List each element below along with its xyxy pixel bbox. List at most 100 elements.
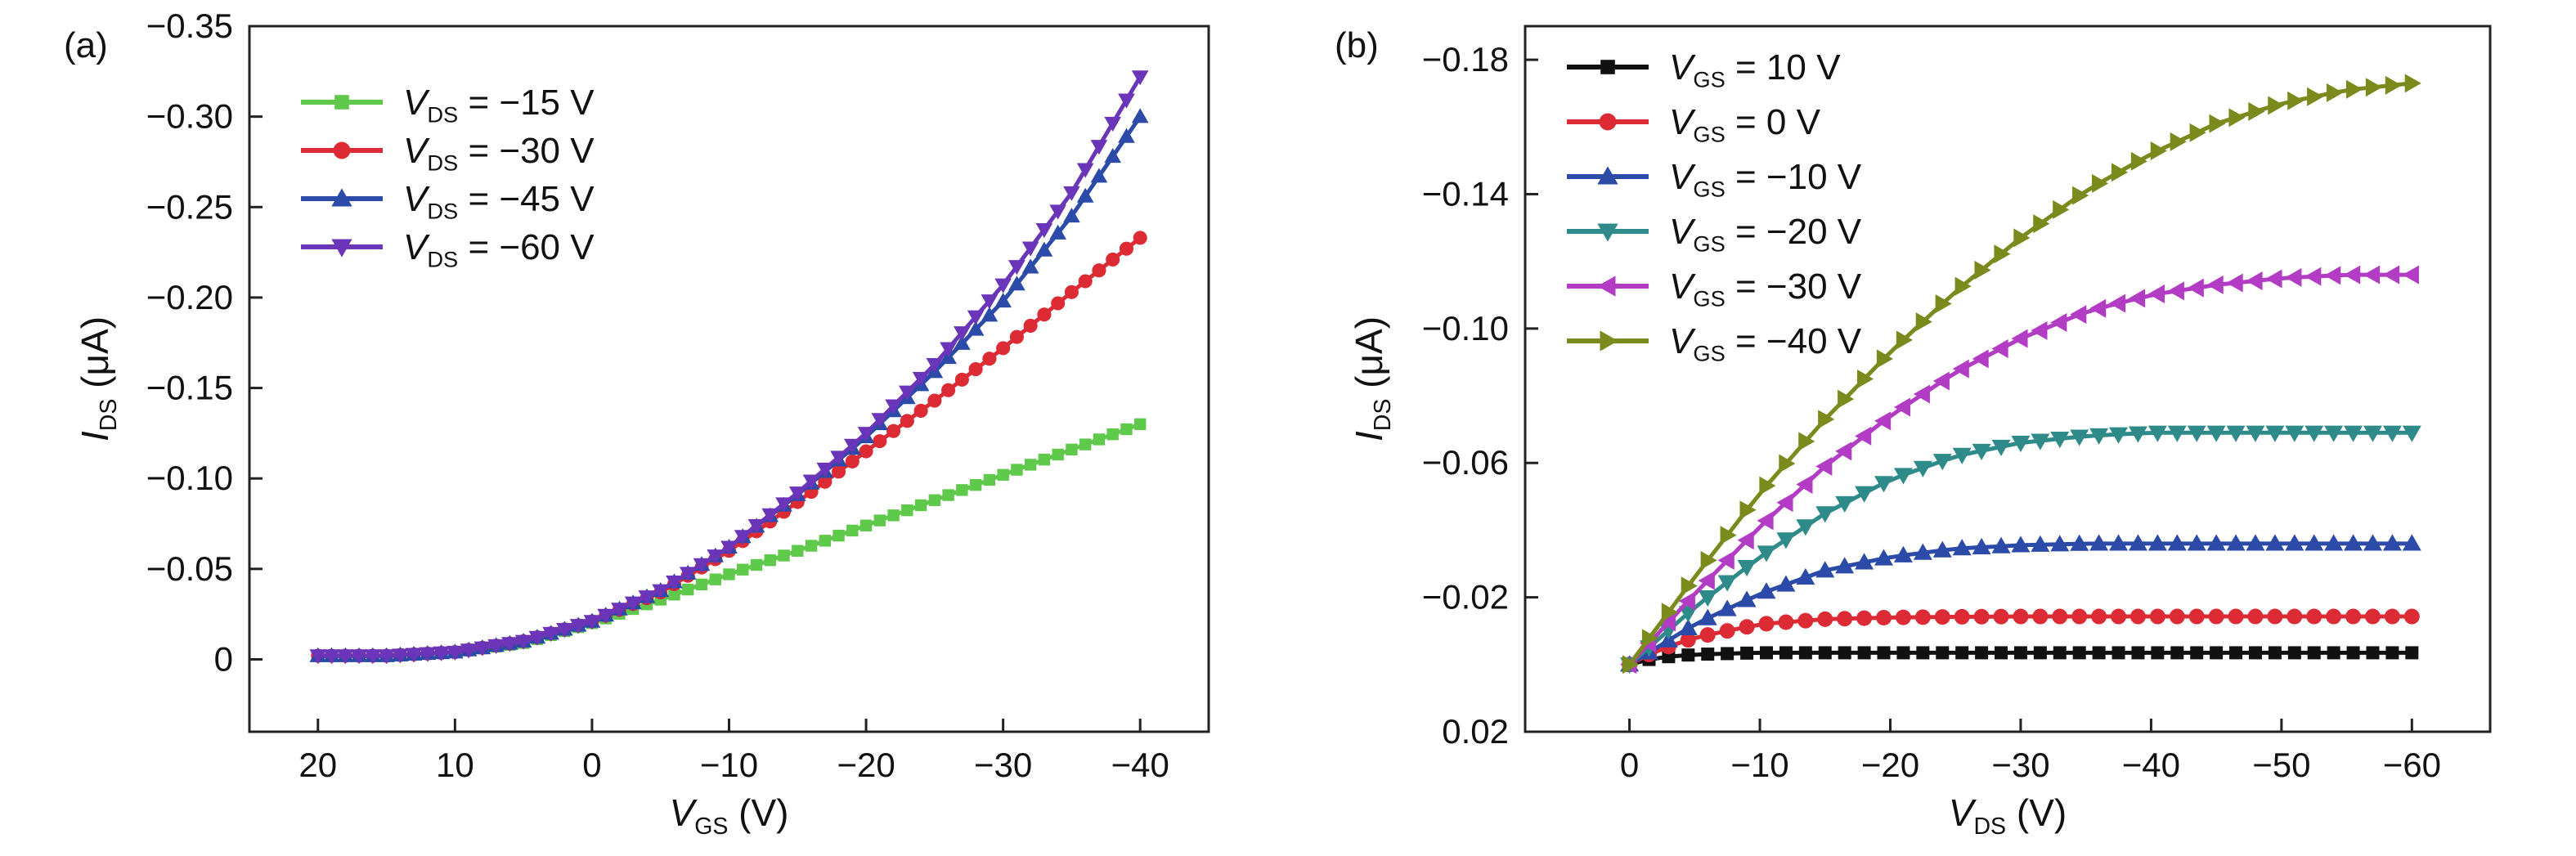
data-point bbox=[2229, 646, 2243, 660]
data-point bbox=[638, 590, 656, 606]
data-point bbox=[1009, 329, 1024, 344]
data-point bbox=[926, 358, 944, 374]
data-point bbox=[1896, 646, 1910, 660]
data-point bbox=[1994, 244, 2011, 264]
data-point bbox=[2092, 646, 2106, 660]
x-tick-label: 10 bbox=[436, 746, 474, 784]
data-point bbox=[1076, 163, 1094, 178]
data-point bbox=[764, 554, 776, 567]
data-point bbox=[832, 464, 846, 479]
series-3 bbox=[1620, 534, 2421, 672]
data-point bbox=[378, 649, 395, 665]
data-point bbox=[2385, 75, 2402, 95]
data-point bbox=[1779, 454, 1796, 473]
data-point bbox=[2128, 426, 2147, 443]
chart-panel-b: 0 −10 −20 −30 −40 −50 −60 0.02 −0.02 −0.06 −0.10 −0… bbox=[1335, 25, 2492, 840]
data-point bbox=[624, 596, 642, 612]
legend-marker bbox=[1600, 60, 1615, 74]
data-point bbox=[792, 545, 804, 557]
data-point bbox=[2071, 608, 2088, 625]
data-point bbox=[1972, 349, 1989, 369]
data-point bbox=[898, 385, 916, 401]
data-point bbox=[2267, 608, 2283, 625]
data-point bbox=[1796, 519, 1815, 536]
data-point bbox=[846, 524, 859, 537]
data-point bbox=[2053, 199, 2070, 219]
data-point bbox=[364, 649, 382, 665]
data-point bbox=[2011, 536, 2031, 553]
data-point bbox=[528, 630, 546, 646]
data-point bbox=[940, 342, 957, 357]
y-tick-label: −0.20 bbox=[146, 278, 233, 316]
data-point bbox=[2363, 425, 2382, 442]
data-point bbox=[994, 292, 1012, 308]
data-point bbox=[885, 399, 902, 415]
data-point bbox=[2187, 534, 2206, 551]
x-axis-label: VGS (V) bbox=[670, 791, 789, 840]
data-point bbox=[734, 530, 752, 545]
data-point bbox=[2089, 298, 2107, 318]
data-point bbox=[1076, 187, 1094, 203]
data-point bbox=[1739, 619, 1755, 635]
data-point bbox=[1779, 646, 1793, 660]
data-point bbox=[2147, 534, 2167, 551]
data-point bbox=[982, 352, 997, 366]
data-point bbox=[1856, 370, 1874, 388]
data-point bbox=[2190, 646, 2204, 660]
y-tick-label: −0.25 bbox=[146, 187, 233, 226]
x-tick-label: −30 bbox=[1991, 746, 2049, 784]
data-point bbox=[1932, 454, 1952, 471]
data-point bbox=[775, 497, 792, 513]
data-point bbox=[2070, 534, 2089, 551]
x-tick-label: −20 bbox=[837, 746, 895, 784]
data-point bbox=[2187, 425, 2206, 442]
legend-label: VDS = −45 V bbox=[403, 179, 595, 224]
data-point bbox=[1913, 460, 1932, 477]
data-point bbox=[1681, 576, 1698, 596]
data-point bbox=[2011, 435, 2031, 453]
panel-label: (b) bbox=[1335, 25, 1379, 65]
plot-frame bbox=[248, 25, 1210, 733]
data-point bbox=[1118, 128, 1135, 143]
data-point bbox=[2345, 79, 2363, 99]
data-point bbox=[1063, 207, 1080, 223]
data-point bbox=[805, 540, 818, 552]
data-point bbox=[1035, 222, 1053, 239]
data-point bbox=[2109, 427, 2129, 444]
data-point bbox=[1952, 359, 1969, 379]
data-point bbox=[2402, 425, 2421, 442]
data-point bbox=[914, 499, 927, 512]
series-line bbox=[317, 235, 1142, 658]
legend-marker bbox=[333, 141, 351, 159]
data-point bbox=[2151, 646, 2165, 660]
data-point bbox=[419, 647, 437, 662]
data-point bbox=[1815, 561, 1835, 578]
data-point bbox=[761, 508, 779, 523]
data-point bbox=[2130, 151, 2147, 171]
data-point bbox=[1720, 526, 1737, 545]
data-point bbox=[2167, 425, 2187, 442]
y-tick-label: −0.15 bbox=[146, 369, 233, 407]
legend-label: VGS = −30 V bbox=[1669, 267, 1862, 311]
data-point bbox=[2147, 425, 2167, 442]
data-point bbox=[2285, 267, 2302, 287]
data-point bbox=[1093, 433, 1106, 446]
data-point bbox=[1678, 606, 1698, 623]
legend-label: VGS = −10 V bbox=[1669, 157, 1862, 202]
data-point bbox=[1066, 443, 1078, 455]
data-point bbox=[2246, 271, 2263, 291]
data-point bbox=[1104, 116, 1122, 132]
x-tick-label: −30 bbox=[974, 746, 1032, 784]
y-tick-label: 0.02 bbox=[1442, 712, 1509, 751]
data-point bbox=[405, 648, 423, 663]
legend-marker bbox=[334, 95, 349, 110]
legend-marker bbox=[1597, 276, 1616, 297]
chart-panel-a: 20 10 0 −10 −20 −30 −40 0 −0.05 −0.10 −0.15 −0.20 −0… bbox=[64, 7, 1210, 840]
data-point bbox=[666, 576, 683, 591]
data-point bbox=[1914, 609, 1931, 625]
data-point bbox=[2013, 646, 2027, 660]
data-point bbox=[1835, 557, 1855, 574]
data-point bbox=[1837, 611, 1853, 627]
data-point bbox=[845, 454, 859, 468]
